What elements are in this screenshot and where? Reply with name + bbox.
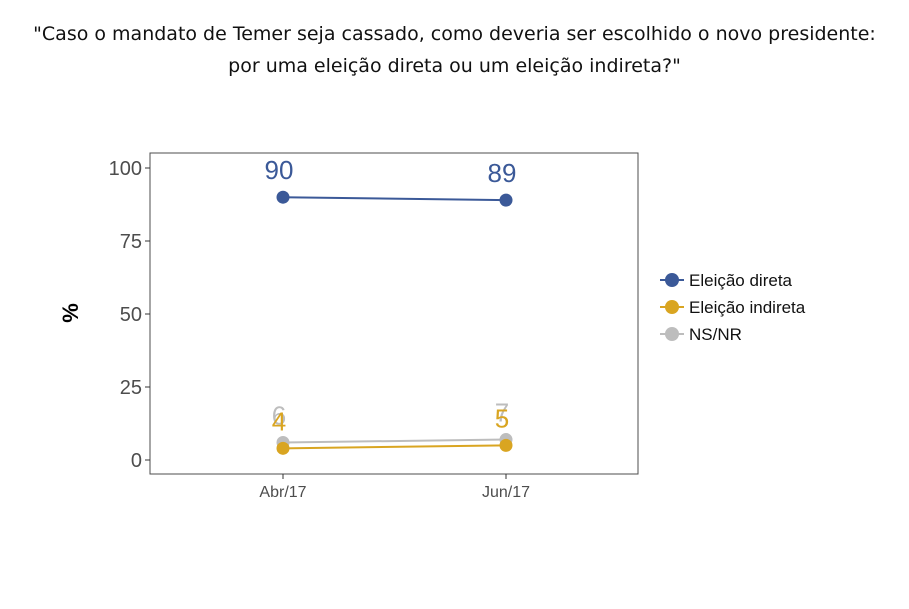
- legend-item: Eleição indireta: [660, 298, 806, 317]
- data-point: [276, 190, 290, 204]
- series-layer: 6 7 4 5 90 89: [265, 155, 517, 455]
- legend-point-swatch: [665, 273, 679, 287]
- data-point: [499, 193, 513, 207]
- y-tick-label: 100: [109, 158, 142, 180]
- x-axis: Abr/17 Jun/17: [259, 474, 530, 501]
- chart-title: "Caso o mandato de Temer seja cassado, c…: [0, 18, 909, 82]
- data-label: 7: [495, 398, 509, 428]
- y-tick-label: 50: [120, 304, 142, 326]
- legend: Eleição direta Eleição indireta NS/NR: [660, 271, 806, 344]
- legend-label: Eleição indireta: [689, 298, 806, 317]
- x-tick-label: Jun/17: [482, 484, 530, 501]
- legend-item: Eleição direta: [660, 271, 793, 290]
- data-point: [276, 441, 290, 455]
- series-line: [282, 438, 507, 444]
- legend-point-swatch: [665, 327, 679, 341]
- series-0: [276, 190, 513, 207]
- y-tick-label: 25: [120, 377, 142, 399]
- series-1: [276, 438, 513, 455]
- series-line: [282, 196, 507, 202]
- data-label: 5: [495, 403, 509, 433]
- chart-title-line-1: "Caso o mandato de Temer seja cassado, c…: [33, 23, 876, 45]
- y-tick-label: 75: [120, 231, 142, 253]
- data-label: 4: [272, 406, 286, 436]
- data-label: 89: [488, 158, 517, 188]
- plot-panel: [149, 152, 639, 475]
- y-axis: 0 25 50 75 100: [109, 158, 150, 472]
- data-label: 90: [265, 155, 294, 185]
- x-tick-label: Abr/17: [259, 484, 306, 501]
- series-line: [282, 444, 507, 450]
- legend-label: NS/NR: [689, 325, 742, 344]
- legend-point-swatch: [665, 300, 679, 314]
- chart-title-line-2: por uma eleição direta ou um eleição ind…: [228, 55, 681, 77]
- legend-label: Eleição direta: [689, 271, 793, 290]
- legend-item: NS/NR: [660, 325, 742, 344]
- y-tick-label: 0: [131, 450, 142, 472]
- data-label: 6: [272, 400, 286, 430]
- data-point: [499, 438, 513, 452]
- y-axis-title: %: [58, 303, 83, 323]
